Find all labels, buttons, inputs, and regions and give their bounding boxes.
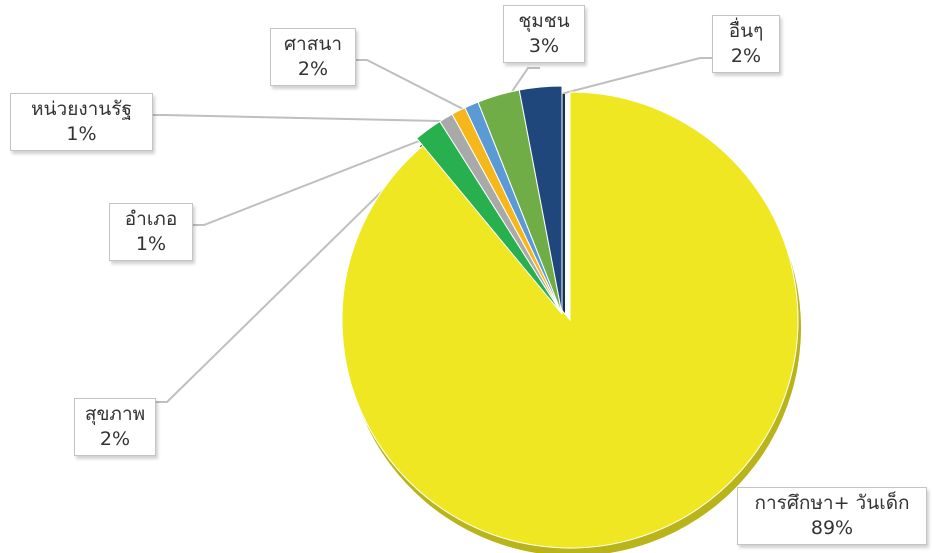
callout-government: หน่วยงานรัฐ 1% xyxy=(10,93,153,151)
callout-education-label: การศึกษา+ วันเด็ก xyxy=(754,492,910,514)
callout-others-label: อื่นๆ xyxy=(728,20,764,42)
leader-line xyxy=(192,127,453,226)
callout-district-value: 1% xyxy=(135,233,167,255)
callout-district-label: อำเภอ xyxy=(124,208,178,230)
callout-community-value: 3% xyxy=(528,35,560,57)
leader-line xyxy=(152,114,464,123)
callout-district: อำเภอ 1% xyxy=(109,203,193,261)
leader-line xyxy=(541,57,712,100)
callout-community: ชุมชน 3% xyxy=(503,5,585,63)
callout-education: การศึกษา+ วันเด็ก 89% xyxy=(737,487,927,545)
callout-religion-label: ศาสนา xyxy=(284,33,342,55)
callout-health-label: สุขภาพ xyxy=(84,403,146,425)
pie-slice[interactable] xyxy=(341,91,799,549)
callout-religion: ศาสนา 2% xyxy=(270,28,356,86)
callout-government-value: 1% xyxy=(66,123,97,145)
callout-community-label: ชุมชน xyxy=(518,10,570,32)
callout-others-value: 2% xyxy=(730,45,762,67)
callout-religion-value: 2% xyxy=(297,58,329,80)
callout-others: อื่นๆ 2% xyxy=(712,15,780,73)
leader-line xyxy=(155,138,436,403)
callout-education-value: 89% xyxy=(810,517,854,539)
callout-health: สุขภาพ 2% xyxy=(74,398,156,456)
callout-government-label: หน่วยงานรัฐ xyxy=(31,98,132,120)
pie-slice[interactable] xyxy=(518,85,563,315)
callout-health-value: 2% xyxy=(99,428,131,450)
leader-line xyxy=(355,59,477,117)
